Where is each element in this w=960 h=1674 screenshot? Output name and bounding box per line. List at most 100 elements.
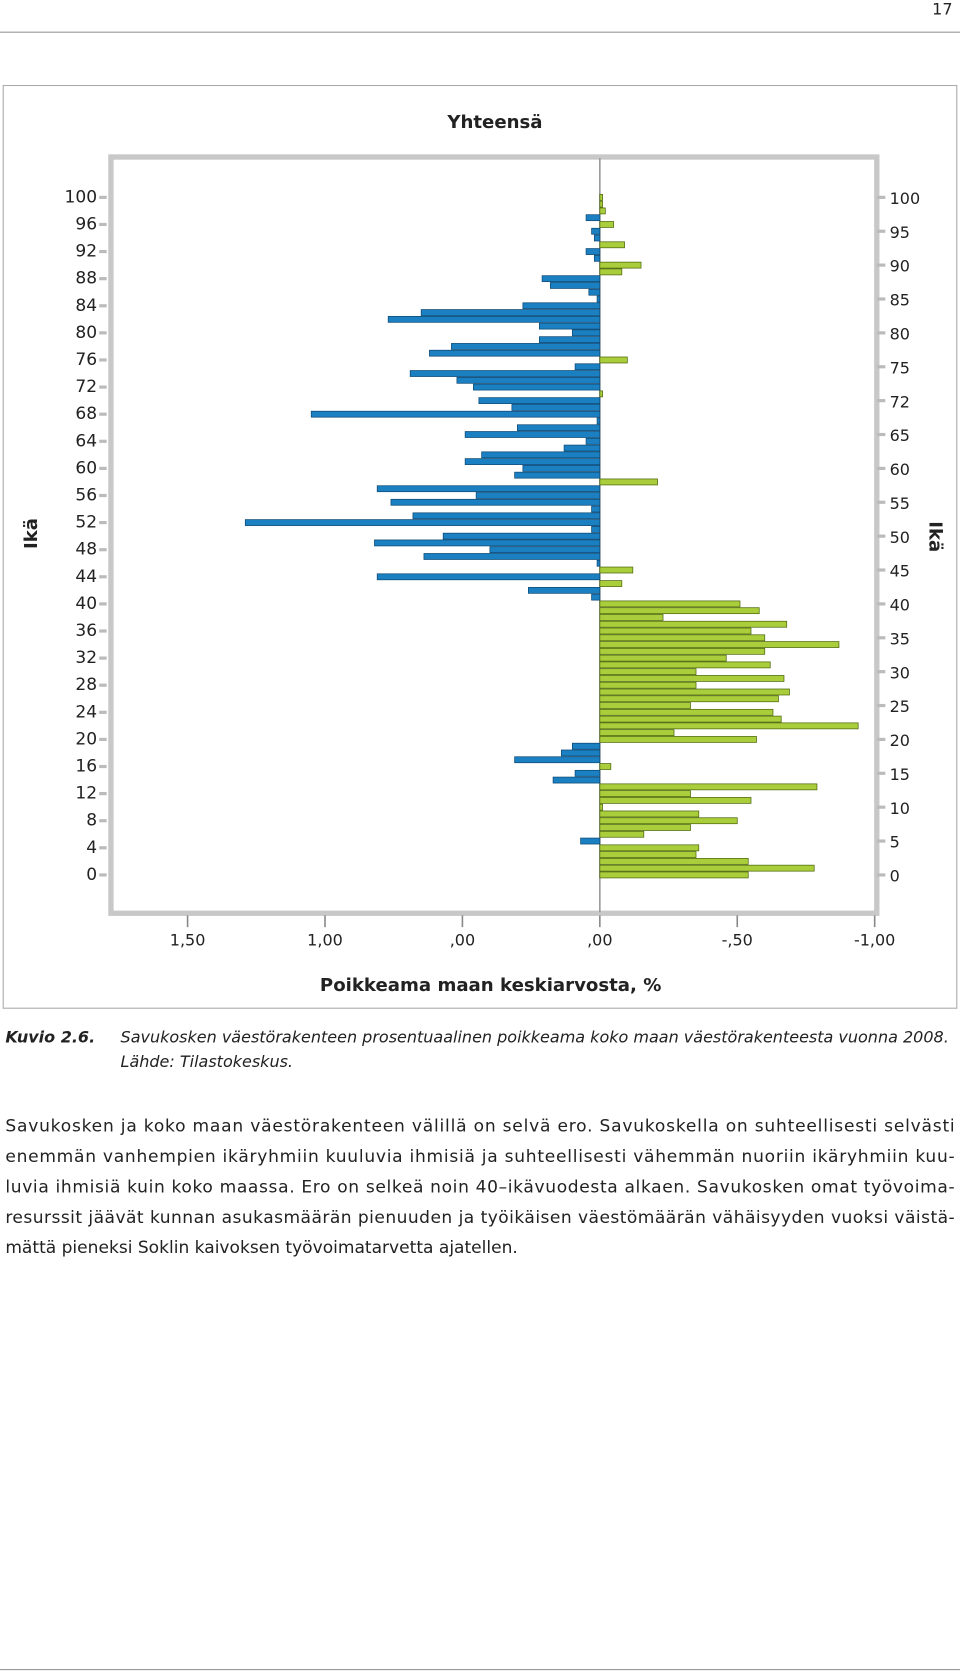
- page-number: 17: [932, 0, 952, 18]
- bar: [412, 512, 601, 520]
- y2-tick-label: 60: [890, 460, 910, 479]
- bar: [599, 614, 664, 621]
- bar: [599, 851, 697, 858]
- bar: [571, 742, 601, 750]
- bar: [599, 803, 603, 811]
- bar: [599, 790, 691, 797]
- y2-tick-label: 15: [890, 765, 910, 784]
- y-tick-label: 76: [75, 350, 97, 370]
- bar: [591, 505, 601, 513]
- y-tick-label: 24: [75, 702, 97, 722]
- y2-tick-label: 100: [890, 189, 921, 208]
- y2-tick-label: 5: [890, 833, 900, 852]
- bar: [387, 315, 601, 323]
- bar: [596, 295, 601, 303]
- y-tick-label: 4: [86, 838, 97, 858]
- bar: [599, 681, 697, 689]
- bar: [409, 370, 601, 377]
- bar: [478, 397, 601, 404]
- y-tick-label: 56: [75, 485, 97, 505]
- bar: [423, 553, 601, 560]
- bar: [599, 661, 771, 669]
- bar: [599, 600, 741, 608]
- bar: [541, 275, 601, 283]
- bar: [514, 471, 601, 479]
- y2-tick-label: 55: [890, 494, 910, 513]
- bar: [599, 688, 790, 696]
- bar: [596, 417, 601, 425]
- bar: [244, 519, 601, 526]
- y2-tick-label: 85: [890, 291, 910, 310]
- bar: [599, 675, 785, 682]
- bar: [599, 654, 727, 662]
- y2-tick-label: 80: [890, 325, 910, 344]
- y-tick-label: 64: [75, 431, 97, 451]
- bar: [599, 641, 840, 648]
- y-tick-label: 80: [75, 323, 97, 343]
- y-tick-label: 0: [86, 865, 97, 885]
- bar: [599, 810, 700, 818]
- y-tick-label: 12: [75, 784, 97, 804]
- bar: [599, 580, 623, 587]
- y-tick-label: 100: [65, 187, 98, 207]
- bar: [442, 532, 601, 540]
- y-tick-label: 92: [75, 242, 97, 262]
- bar: [599, 817, 738, 825]
- bar: [374, 539, 601, 547]
- bar: [599, 797, 752, 804]
- bar: [473, 383, 601, 391]
- bar: [376, 573, 601, 581]
- bar: [514, 756, 601, 764]
- bar: [538, 336, 601, 344]
- bar: [599, 736, 757, 743]
- bar: [511, 404, 601, 411]
- bar: [591, 526, 601, 533]
- body-text: Savukosken ja koko maan väestörakenteen …: [5, 1117, 954, 1137]
- body-text: resurssit jäävät kunnan asukasmäärän pie…: [5, 1208, 954, 1228]
- bar: [464, 431, 601, 438]
- bar: [464, 458, 601, 465]
- bar: [599, 702, 691, 709]
- body-text: luvia ihmisiä kuin koko maassa. Ero on s…: [5, 1177, 954, 1197]
- x-tick-label: -1,00: [854, 931, 895, 950]
- y-tick-label: 36: [75, 621, 97, 641]
- bar: [552, 776, 601, 784]
- bar: [599, 634, 766, 642]
- bar: [560, 749, 601, 757]
- bar: [599, 844, 700, 852]
- x-tick-label: ,00: [587, 931, 612, 950]
- x-tick-label: -,50: [722, 931, 753, 950]
- caption-label: Kuvio 2.6.: [5, 1028, 95, 1047]
- y-tick-label: 28: [75, 675, 97, 695]
- bar: [429, 349, 601, 357]
- y2-tick-label: 30: [890, 663, 910, 682]
- chart-title: Yhteensä: [446, 112, 542, 133]
- y-tick-label: 72: [75, 377, 97, 397]
- y-tick-label: 16: [75, 757, 97, 777]
- y2-tick-label: 25: [890, 697, 910, 716]
- bar: [522, 465, 601, 472]
- y2-tick-label: 65: [890, 426, 910, 445]
- bar: [599, 824, 691, 831]
- bar: [376, 485, 601, 493]
- bar: [528, 586, 601, 594]
- bar: [585, 214, 601, 222]
- bar: [599, 695, 779, 703]
- y2-tick-label: 20: [890, 731, 910, 750]
- body-text: enemmän vanhempien ikäryhmiin kuuluvia i…: [5, 1147, 954, 1167]
- bar: [522, 302, 601, 310]
- bar: [585, 437, 601, 445]
- bar: [574, 769, 601, 777]
- y-tick-label: 68: [75, 404, 97, 424]
- bar: [593, 234, 601, 242]
- bar: [549, 282, 601, 289]
- bar: [599, 200, 603, 208]
- bar: [599, 566, 634, 574]
- bar: [563, 444, 601, 452]
- bar: [599, 194, 603, 201]
- bar: [588, 288, 601, 296]
- bar: [599, 715, 782, 723]
- y-tick-label: 40: [75, 594, 97, 614]
- bar: [456, 376, 601, 384]
